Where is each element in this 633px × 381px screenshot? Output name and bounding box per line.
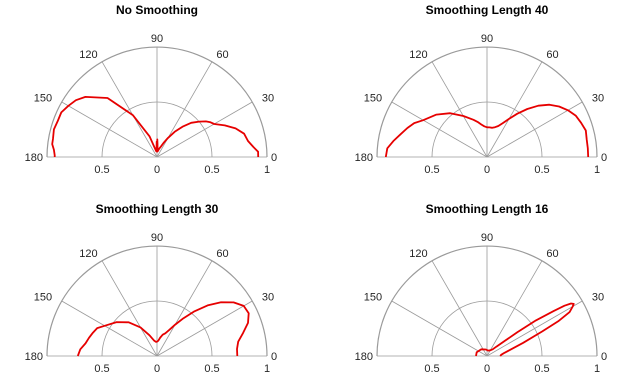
theta-gridline (101, 260, 158, 357)
theta-tick-label: 120 (79, 248, 97, 260)
theta-gridline (391, 101, 488, 158)
theta-tick-label: 90 (151, 232, 163, 244)
theta-gridline (486, 101, 583, 158)
r-tick-label: 0 (484, 164, 490, 176)
series-line (384, 103, 590, 158)
theta-tick-label: 120 (79, 49, 97, 61)
r-tick-label: 1 (594, 363, 600, 375)
theta-tick-label: 0 (271, 152, 277, 164)
theta-gridline (156, 260, 213, 357)
panel-title: No Smoothing (116, 3, 198, 17)
theta-tick-label: 60 (216, 49, 228, 61)
theta-gridline (101, 61, 158, 158)
r-tick-label: 1 (264, 363, 270, 375)
theta-tick-label: 0 (601, 351, 607, 363)
theta-tick-label: 30 (262, 93, 274, 105)
theta-tick-label: 150 (34, 292, 52, 304)
theta-tick-label: 180 (25, 152, 43, 164)
theta-tick-label: 0 (601, 152, 607, 164)
theta-tick-label: 30 (592, 292, 604, 304)
theta-tick-label: 90 (151, 33, 163, 45)
theta-tick-label: 60 (546, 49, 558, 61)
theta-tick-label: 0 (271, 351, 277, 363)
theta-tick-label: 150 (364, 292, 382, 304)
theta-tick-label: 180 (355, 351, 373, 363)
r-tick-label: 0.5 (204, 363, 219, 375)
theta-tick-label: 150 (34, 93, 52, 105)
r-tick-label: 0 (154, 164, 160, 176)
theta-tick-label: 60 (216, 248, 228, 260)
theta-tick-label: 150 (364, 93, 382, 105)
theta-tick-label: 30 (592, 93, 604, 105)
series-line (51, 96, 260, 158)
r-tick-label: 1 (264, 164, 270, 176)
theta-gridline (431, 260, 488, 357)
r-tick-label: 0.5 (534, 363, 549, 375)
theta-gridline (486, 300, 583, 357)
series-line (76, 301, 250, 357)
theta-gridline (156, 300, 253, 357)
r-tick-label: 0.5 (94, 363, 109, 375)
theta-gridline (486, 260, 543, 357)
polar-panel-4: Smoothing Length 16 0 30 60 90 120 150 180 0.5 0 0… (355, 202, 607, 375)
r-tick-label: 0.5 (424, 363, 439, 375)
r-tick-label: 0.5 (424, 164, 439, 176)
theta-tick-label: 180 (355, 152, 373, 164)
theta-tick-label: 30 (262, 292, 274, 304)
theta-tick-label: 90 (481, 33, 493, 45)
polar-panel-1: No Smoothing 0 30 60 90 120 150 180 0.5 0 0.5 1 (25, 3, 277, 176)
r-tick-label: 1 (594, 164, 600, 176)
theta-gridline (486, 61, 543, 158)
panel-title: Smoothing Length 40 (426, 3, 549, 17)
theta-gridline (431, 61, 488, 158)
r-tick-label: 0.5 (94, 164, 109, 176)
theta-tick-label: 180 (25, 351, 43, 363)
theta-gridline (61, 101, 158, 158)
theta-tick-label: 120 (409, 248, 427, 260)
polar-panel-3: Smoothing Length 30 0 30 60 90 120 150 180 0.5 0 0… (25, 202, 277, 375)
theta-gridline (61, 300, 158, 357)
polar-panel-2: Smoothing Length 40 0 30 60 90 120 150 180 0.5 0 0… (355, 3, 607, 176)
panel-title: Smoothing Length 30 (96, 202, 219, 216)
series-line (475, 302, 575, 357)
r-tick-label: 0.5 (534, 164, 549, 176)
theta-gridline (391, 300, 488, 357)
r-tick-label: 0 (154, 363, 160, 375)
theta-gridline (156, 101, 253, 158)
r-tick-label: 0.5 (204, 164, 219, 176)
panel-title: Smoothing Length 16 (426, 202, 549, 216)
theta-tick-label: 90 (481, 232, 493, 244)
r-tick-label: 0 (484, 363, 490, 375)
theta-tick-label: 60 (546, 248, 558, 260)
theta-gridline (156, 61, 213, 158)
theta-tick-label: 120 (409, 49, 427, 61)
